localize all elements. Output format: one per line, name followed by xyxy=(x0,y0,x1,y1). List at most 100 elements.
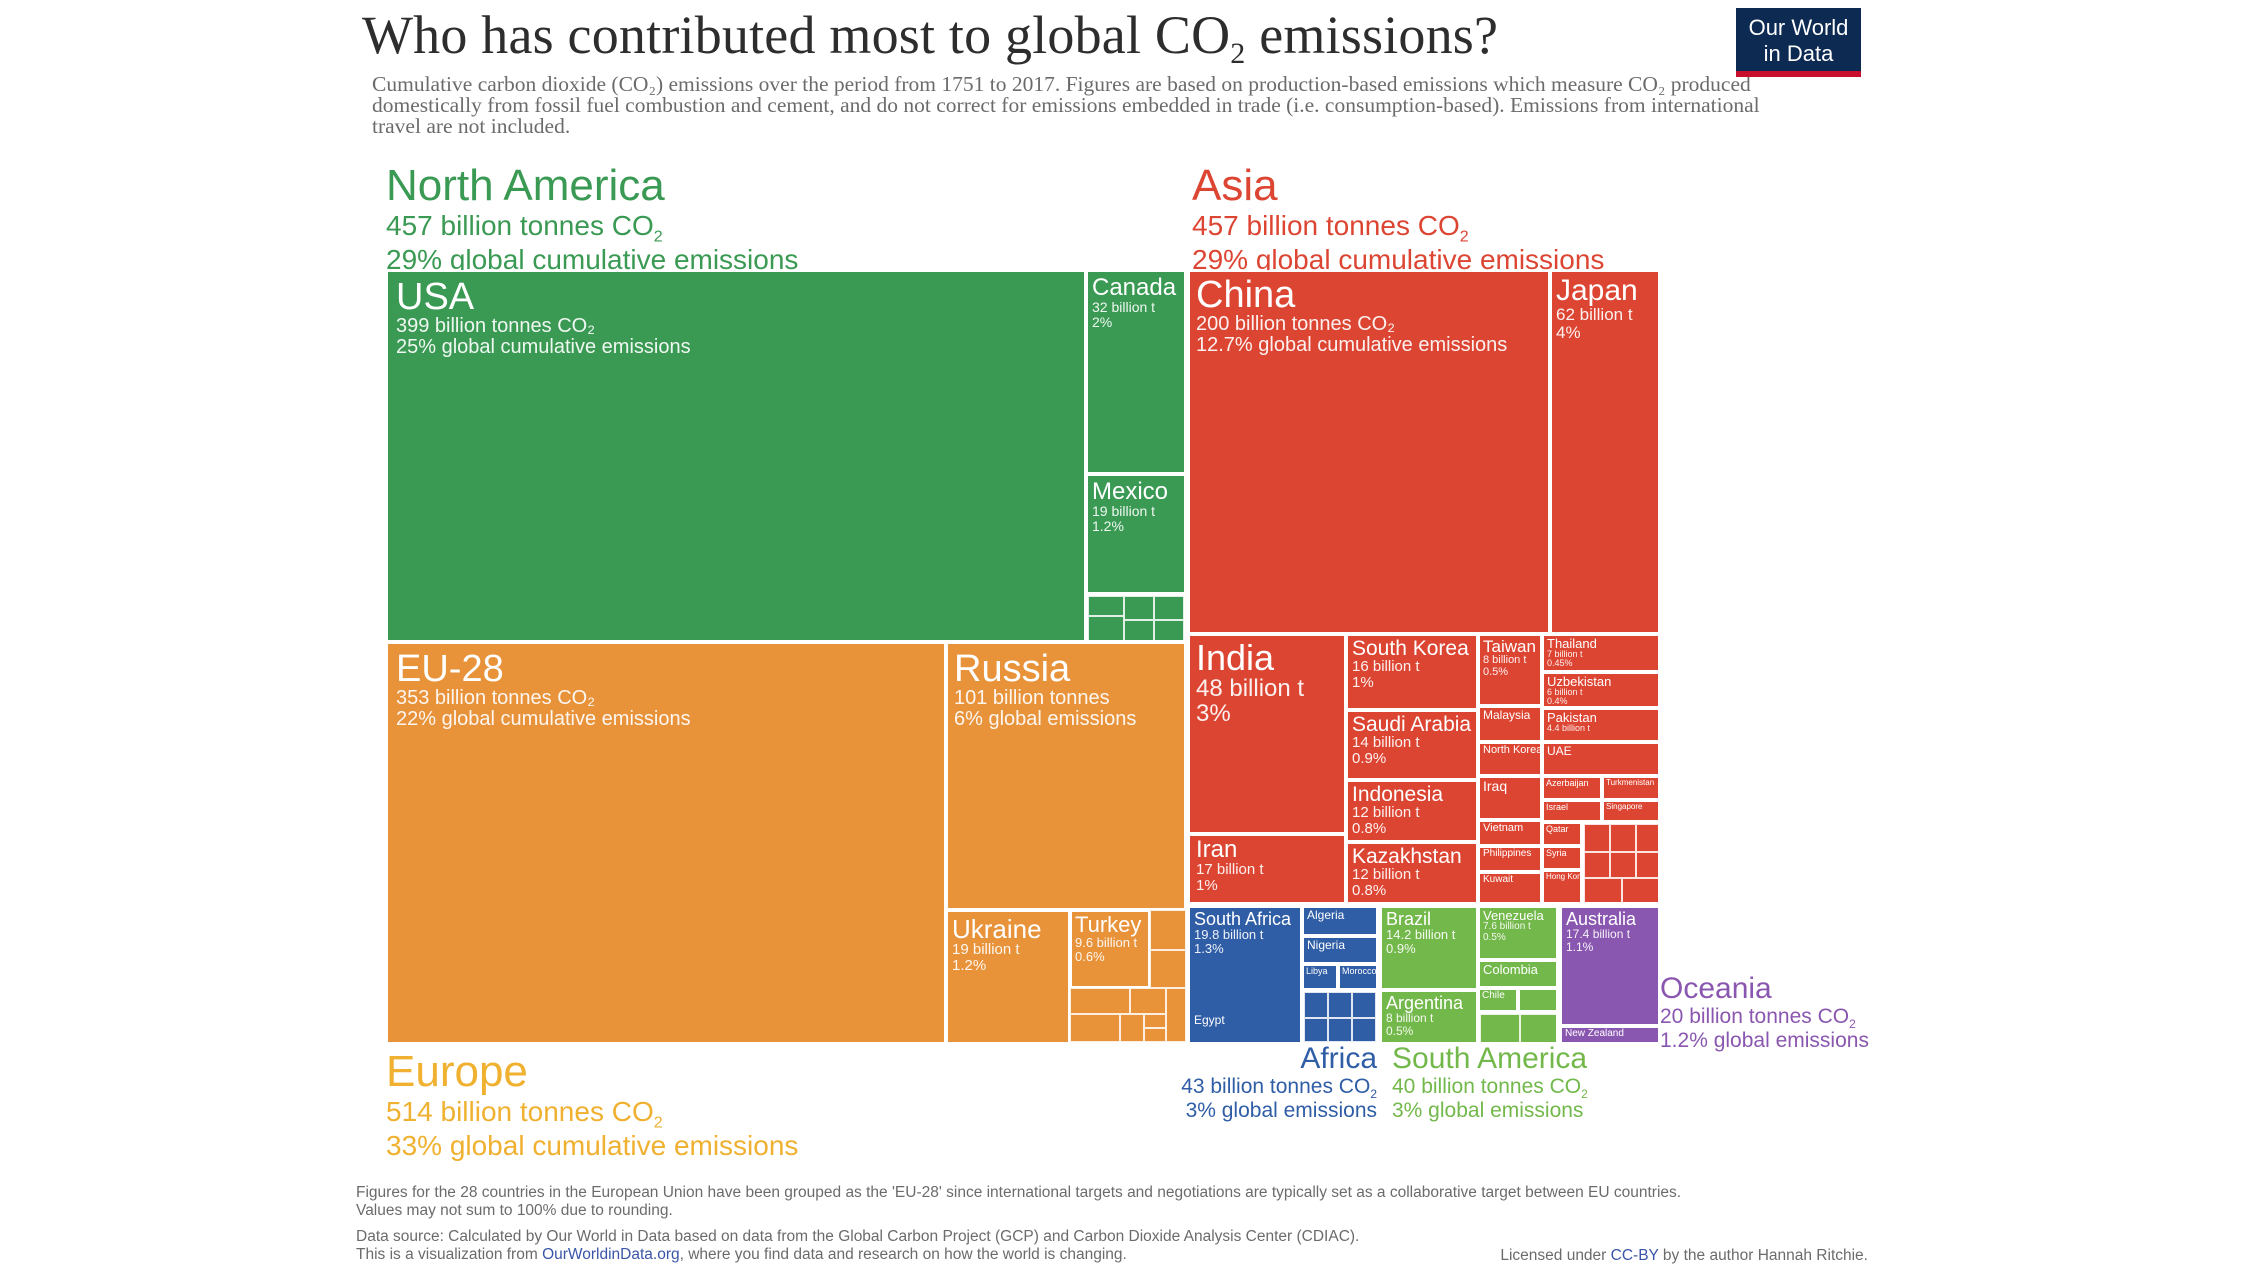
cell-asia-small-d[interactable] xyxy=(1584,852,1610,878)
cell-europe-small xyxy=(1070,910,1186,1044)
cell-ukraine[interactable]: Ukraine 19 billion t 1.2% xyxy=(946,910,1070,1044)
cell-australia[interactable]: Australia 17.4 billion t 1.1% xyxy=(1560,906,1660,1026)
cell-turkmenistan[interactable]: Turkmenistan xyxy=(1602,776,1660,800)
cell-kuwait[interactable]: Kuwait xyxy=(1478,872,1542,904)
cell-asia-small-e[interactable] xyxy=(1610,852,1636,878)
cell-norway[interactable] xyxy=(1070,1014,1120,1042)
owid-logo[interactable]: Our World in Data xyxy=(1736,8,1861,77)
cell-venezuela[interactable]: Venezuela 7.6 billion t 0.5% xyxy=(1478,906,1558,960)
cell-cuba[interactable] xyxy=(1088,596,1124,616)
cell-sa-small-b[interactable] xyxy=(1520,1014,1556,1042)
cell-egypt-label: Egypt xyxy=(1194,1013,1225,1027)
cell-new-zealand[interactable]: New Zealand xyxy=(1560,1026,1660,1044)
cell-uzbekistan[interactable]: Uzbekistan 6 billion t 0.4% xyxy=(1542,672,1660,708)
cell-india[interactable]: India 48 billion t 3% xyxy=(1188,634,1346,834)
cell-singapore[interactable]: Singapore xyxy=(1602,800,1660,822)
cell-usa[interactable]: USA 399 billion tonnes CO₂ 25% global cu… xyxy=(386,270,1086,642)
cell-south-america-small xyxy=(1478,1012,1558,1044)
cell-north-america-small xyxy=(1086,594,1186,642)
cell-asia-small-g[interactable] xyxy=(1584,878,1622,902)
owid-link[interactable]: OurWorldinData.org xyxy=(542,1246,680,1263)
cell-europe-small-c[interactable] xyxy=(1120,1014,1144,1042)
cell-kazakhstan[interactable]: Kazakhstan 12 billion t 0.8% xyxy=(1346,842,1478,904)
chart-title: Who has contributed most to global CO2 e… xyxy=(362,5,1499,70)
cell-qatar[interactable]: Qatar xyxy=(1542,822,1582,846)
cell-malaysia[interactable]: Malaysia xyxy=(1478,706,1542,742)
cell-uae[interactable]: UAE xyxy=(1542,742,1660,776)
cell-azerbaijan[interactable]: Azerbaijan xyxy=(1542,776,1602,800)
cell-africa-small-a[interactable] xyxy=(1304,992,1328,1018)
region-label-europe: Europe 514 billion tonnes CO2 33% global… xyxy=(386,1047,799,1161)
cell-north-korea[interactable]: North Korea xyxy=(1478,742,1542,776)
cell-mexico[interactable]: Mexico 19 billion t 1.2% xyxy=(1086,474,1186,594)
cell-asia-small-a[interactable] xyxy=(1584,824,1610,852)
cell-argentina[interactable]: Argentina 8 billion t 0.5% xyxy=(1380,990,1478,1044)
cell-morocco[interactable]: Morocco xyxy=(1338,964,1378,990)
cell-colombia[interactable]: Colombia xyxy=(1478,960,1558,988)
cell-saudi-arabia[interactable]: Saudi Arabia 14 billion t 0.9% xyxy=(1346,710,1478,780)
cell-china[interactable]: China 200 billion tonnes CO₂ 12.7% globa… xyxy=(1188,270,1550,634)
cell-sa-small-a[interactable] xyxy=(1480,1014,1520,1042)
source-note: Data source: Calculated by Our World in … xyxy=(356,1228,1359,1264)
cell-japan[interactable]: Japan 62 billion t 4% xyxy=(1550,270,1660,634)
cell-pakistan[interactable]: Pakistan 4.4 billion t xyxy=(1542,708,1660,742)
cell-africa-small-d[interactable] xyxy=(1304,1018,1328,1042)
cell-africa-small-c[interactable] xyxy=(1352,992,1376,1018)
cell-turkey[interactable]: Turkey 9.6 billion t 0.6% xyxy=(1070,910,1150,988)
region-label-asia: Asia 457 billion tonnes CO2 29% global c… xyxy=(1192,161,1605,275)
cell-south-america-small-2 xyxy=(1518,988,1558,1012)
cell-canada[interactable]: Canada 32 billion t 2% xyxy=(1086,270,1186,474)
cell-syria[interactable]: Syria xyxy=(1542,846,1582,870)
cell-europe-small-f[interactable] xyxy=(1166,988,1186,1042)
cell-africa-small xyxy=(1302,990,1378,1044)
cell-serbia[interactable] xyxy=(1130,988,1166,1014)
region-label-north-america: North America 457 billion tonnes CO2 29%… xyxy=(386,161,799,275)
cell-nigeria[interactable]: Nigeria xyxy=(1302,936,1378,964)
cell-israel[interactable]: Israel xyxy=(1542,800,1602,822)
cell-trinidad[interactable] xyxy=(1088,616,1124,640)
cell-na-small-a[interactable] xyxy=(1124,596,1154,620)
cell-africa-small-f[interactable] xyxy=(1352,1018,1376,1042)
cell-europe-small-d[interactable] xyxy=(1144,1014,1166,1028)
footnote-line-2: Values may not sum to 100% due to roundi… xyxy=(356,1202,673,1219)
cell-asia-small-f[interactable] xyxy=(1636,852,1658,878)
cell-africa-small-b[interactable] xyxy=(1328,992,1352,1018)
cell-chile[interactable]: Chile xyxy=(1478,988,1518,1012)
logo-line-2: in Data xyxy=(1763,41,1834,66)
cell-brazil[interactable]: Brazil 14.2 billion t 0.9% xyxy=(1380,906,1478,990)
cell-south-africa[interactable]: South Africa 19.8 billion t 1.3% Egypt xyxy=(1188,906,1302,1044)
cell-europe-small-a[interactable] xyxy=(1150,910,1186,950)
cell-eu28[interactable]: EU-28 353 billion tonnes CO₂ 22% global … xyxy=(386,642,946,1044)
cell-na-small-b[interactable] xyxy=(1154,596,1184,620)
cell-na-small-d[interactable] xyxy=(1154,620,1184,640)
cell-asia-small-h[interactable] xyxy=(1622,878,1658,902)
cell-asia-small xyxy=(1582,822,1660,904)
cell-na-small-c[interactable] xyxy=(1124,620,1154,640)
cell-europe-small-e[interactable] xyxy=(1144,1028,1166,1042)
cell-south-korea[interactable]: South Korea 16 billion t 1% xyxy=(1346,634,1478,710)
cell-iraq[interactable]: Iraq xyxy=(1478,776,1542,820)
logo-line-1: Our World xyxy=(1748,15,1849,40)
cell-philippines[interactable]: Philippines xyxy=(1478,846,1542,872)
region-label-africa: Africa 43 billion tonnes CO2 3% global e… xyxy=(1181,1042,1377,1123)
cell-libya[interactable]: Libya xyxy=(1302,964,1338,990)
cell-taiwan[interactable]: Taiwan 8 billion t 0.5% xyxy=(1478,634,1542,706)
cell-europe-small-b[interactable] xyxy=(1150,950,1186,988)
cell-asia-small-b[interactable] xyxy=(1610,824,1636,852)
cell-africa-small-e[interactable] xyxy=(1328,1018,1352,1042)
footnote: Figures for the 28 countries in the Euro… xyxy=(356,1184,1681,1220)
cell-hong-kong[interactable]: Hong Kong xyxy=(1542,870,1582,904)
chart-subtitle: Cumulative carbon dioxide (CO₂) emission… xyxy=(372,72,1760,138)
region-label-south-america: South America 40 billion tonnes CO2 3% g… xyxy=(1392,1042,1588,1123)
visualization-line: This is a visualization from OurWorldinD… xyxy=(356,1246,1127,1263)
cell-russia[interactable]: Russia 101 billion tonnes 6% global emis… xyxy=(946,642,1186,910)
cell-algeria[interactable]: Algeria xyxy=(1302,906,1378,936)
license-link[interactable]: CC-BY xyxy=(1610,1247,1659,1264)
cell-indonesia[interactable]: Indonesia 12 billion t 0.8% xyxy=(1346,780,1478,842)
cell-iran[interactable]: Iran 17 billion t 1% xyxy=(1188,834,1346,904)
cell-thailand[interactable]: Thailand 7 billion t 0.45% xyxy=(1542,634,1660,672)
footnote-line-1: Figures for the 28 countries in the Euro… xyxy=(356,1184,1682,1201)
cell-vietnam[interactable]: Vietnam xyxy=(1478,820,1542,846)
cell-switzerland[interactable] xyxy=(1070,988,1130,1014)
cell-asia-small-c[interactable] xyxy=(1636,824,1658,852)
